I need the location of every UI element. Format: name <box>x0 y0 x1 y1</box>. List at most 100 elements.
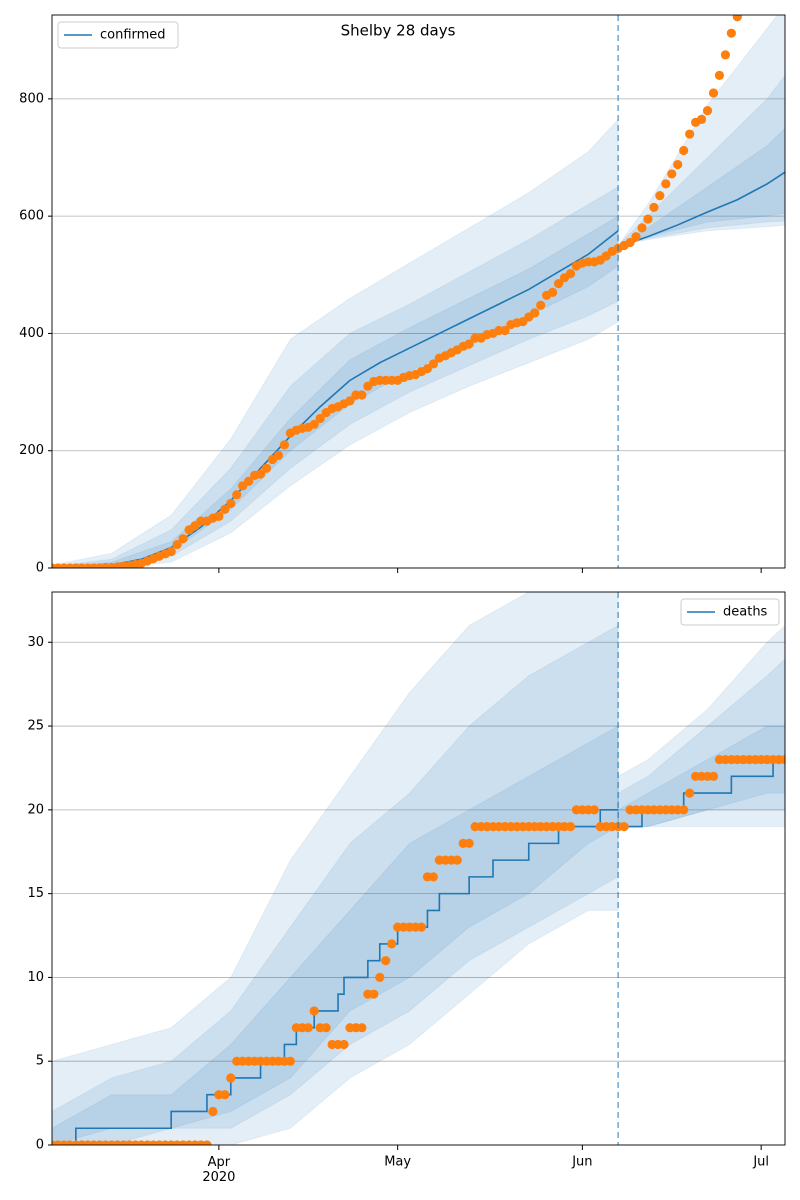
plot-area <box>52 15 785 568</box>
y-tick-label: 30 <box>27 635 44 650</box>
observed-point <box>226 1073 236 1083</box>
observed-point <box>679 805 689 815</box>
observed-point <box>178 534 188 544</box>
legend: confirmed <box>57 21 179 49</box>
band <box>616 15 785 247</box>
observed-point <box>279 440 290 450</box>
y-tick-label: 10 <box>27 970 44 985</box>
observed-point <box>232 490 242 500</box>
band <box>52 592 619 1145</box>
observed-point <box>345 396 355 406</box>
observed-point <box>375 972 385 983</box>
y-tick-label: 5 <box>36 1054 44 1069</box>
observed-point <box>673 159 683 170</box>
panel: 0 200 400 600 800 Shelby 28 days confirmed <box>19 14 786 576</box>
observed-point <box>565 822 576 832</box>
y-tick-label: 25 <box>27 719 44 734</box>
y-tick-label: 200 <box>19 443 44 458</box>
y-tick-label: 600 <box>19 209 44 224</box>
observed-point <box>202 1140 212 1145</box>
observed-point <box>649 202 659 212</box>
band <box>616 74 785 247</box>
observed-point <box>220 1090 230 1100</box>
observed-point <box>369 989 379 999</box>
y-tick-label: 20 <box>27 802 44 817</box>
observed-point <box>547 287 558 297</box>
legend: deaths <box>680 598 780 626</box>
observed-point <box>720 50 731 60</box>
x-tick-label: Jun <box>571 1155 592 1170</box>
observed-point <box>339 1039 349 1050</box>
observed-point <box>220 504 230 514</box>
observed-point <box>226 498 236 509</box>
observed-point <box>726 28 736 38</box>
observed-point <box>780 754 785 765</box>
observed-point <box>685 129 695 139</box>
observed-point <box>357 390 367 400</box>
observed-point <box>661 179 671 189</box>
observed-point <box>357 1023 367 1033</box>
observed-point <box>303 1023 313 1033</box>
legend-box <box>680 598 780 626</box>
observed-point <box>702 105 713 116</box>
observed-point <box>643 214 653 224</box>
observed-point <box>655 191 665 201</box>
observed-point <box>273 450 284 461</box>
y-tick-label: 400 <box>19 326 44 341</box>
observed-point <box>637 223 647 233</box>
chart-title: Shelby 28 days <box>341 22 456 40</box>
observed-point <box>464 339 474 349</box>
axes-frame <box>51 591 786 1146</box>
observed-point <box>500 325 510 336</box>
legend-label: confirmed <box>100 28 166 43</box>
x-tick-label: Jul <box>752 1155 769 1170</box>
line <box>617 171 785 248</box>
y-tick-label: 15 <box>27 886 44 901</box>
band <box>617 658 785 828</box>
observed-point <box>321 1023 331 1033</box>
observed-point <box>416 922 427 932</box>
observed-point <box>452 855 462 865</box>
observed-point <box>708 771 719 781</box>
observed-point <box>309 1006 319 1016</box>
observed-point <box>261 463 272 473</box>
line <box>618 758 785 828</box>
axes-frame <box>51 14 786 569</box>
observed-point <box>619 822 629 832</box>
observed-point <box>381 956 391 966</box>
observed-point <box>244 476 254 486</box>
observed-point <box>625 237 635 248</box>
y-tick-label: 0 <box>36 561 44 576</box>
observed-point <box>631 232 641 242</box>
observed-point <box>565 269 576 279</box>
x-tick-label: May <box>384 1155 411 1170</box>
observed-point <box>428 359 438 369</box>
band <box>617 127 785 246</box>
plot-area <box>52 592 785 1145</box>
panel: 0 5 10 15 20 25 30 Apr 2020 May Jun Jul deaths <box>27 591 786 1185</box>
observed-point <box>214 511 224 521</box>
observed-point <box>530 308 540 318</box>
y-tick-label: 800 <box>19 91 44 106</box>
observed-point <box>732 15 742 22</box>
observed-point <box>696 114 707 124</box>
observed-point <box>428 872 438 882</box>
observed-point <box>708 88 719 98</box>
observed-point <box>309 419 319 429</box>
observed-point <box>166 546 176 557</box>
observed-point <box>255 469 266 479</box>
observed-point <box>464 838 474 848</box>
y-tick-label: 0 <box>36 1138 44 1153</box>
x-tick-label: Apr 2020 <box>202 1155 235 1185</box>
observed-point <box>387 939 397 949</box>
legend-box <box>57 21 179 49</box>
observed-point <box>285 1056 295 1066</box>
observed-point <box>714 70 725 81</box>
observed-point <box>667 169 677 179</box>
observed-point <box>679 145 689 156</box>
observed-point <box>589 805 599 815</box>
observed-point <box>208 1106 218 1117</box>
legend-label: deaths <box>723 605 768 620</box>
